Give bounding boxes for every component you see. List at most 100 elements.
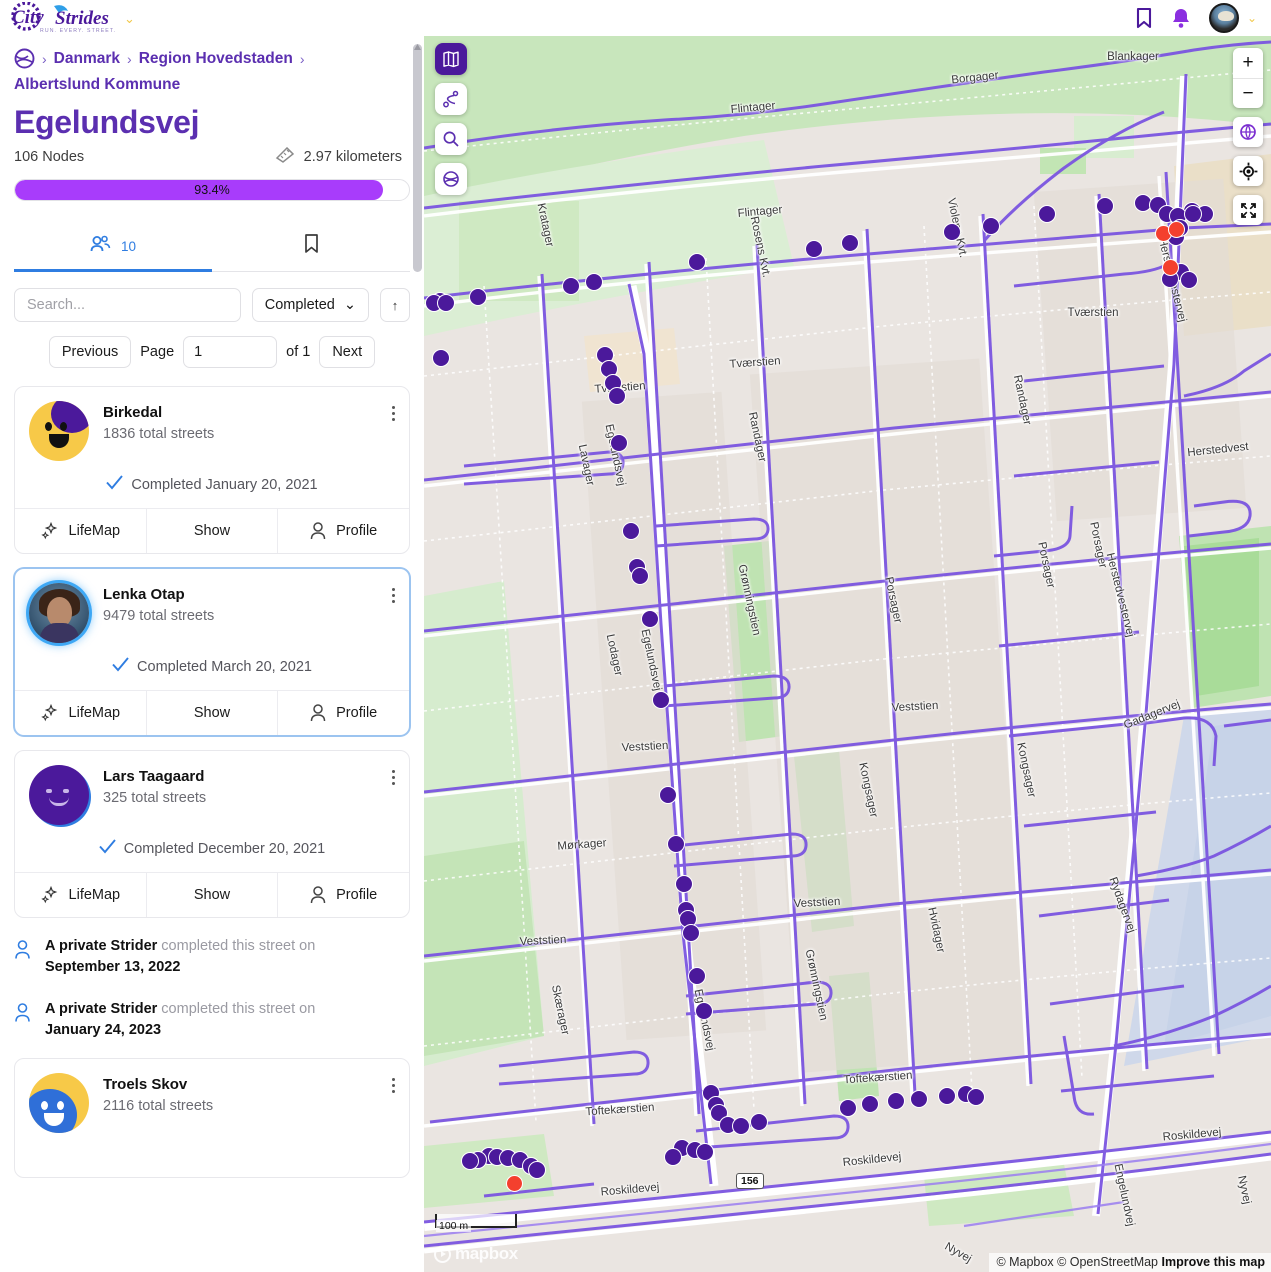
scrollbar[interactable] bbox=[413, 44, 422, 1234]
scrollbar-thumb[interactable] bbox=[413, 44, 422, 272]
bell-icon[interactable] bbox=[1171, 7, 1191, 29]
map-node-completed[interactable] bbox=[659, 786, 677, 804]
list-item[interactable]: Lars Taagaard 325 total streets Complete… bbox=[14, 750, 410, 918]
more-options-icon[interactable] bbox=[392, 585, 395, 606]
profile-button[interactable]: Profile bbox=[278, 873, 409, 917]
locate-icon[interactable] bbox=[1233, 156, 1263, 186]
map-node-completed[interactable] bbox=[585, 273, 603, 291]
page-number-input[interactable] bbox=[183, 336, 278, 368]
map-node-completed[interactable] bbox=[622, 522, 640, 540]
strider-name[interactable]: Lars Taagaard bbox=[103, 768, 205, 785]
avatar[interactable] bbox=[29, 765, 89, 825]
list-item[interactable]: Lenka Otap 9479 total streets Completed … bbox=[14, 568, 410, 736]
map-canvas[interactable]: Blankager Borgager Flintager Flintager Krata… bbox=[424, 36, 1271, 1272]
more-options-icon[interactable] bbox=[392, 767, 395, 788]
zoom-out-button[interactable]: − bbox=[1233, 78, 1263, 108]
chevron-down-icon[interactable]: ⌄ bbox=[124, 10, 135, 26]
improve-this-map-link[interactable]: Improve this map bbox=[1161, 1255, 1266, 1269]
map-node-completed[interactable] bbox=[982, 217, 1000, 235]
show-button[interactable]: Show bbox=[147, 509, 279, 553]
map-node-completed[interactable] bbox=[1180, 271, 1198, 289]
lifemap-button[interactable]: LifeMap bbox=[15, 873, 147, 917]
map-node-completed[interactable] bbox=[695, 1002, 713, 1020]
show-button[interactable]: Show bbox=[147, 873, 279, 917]
breadcrumb-item-region[interactable]: Region Hovedstaden bbox=[138, 49, 293, 67]
map-node-completed[interactable] bbox=[839, 1099, 857, 1117]
breadcrumb-item-danmark[interactable]: Danmark bbox=[53, 49, 121, 67]
zoom-in-button[interactable]: + bbox=[1242, 52, 1254, 73]
list-item[interactable]: Birkedal 1836 total streets Completed Ja… bbox=[14, 386, 410, 554]
avatar[interactable] bbox=[29, 401, 89, 461]
strider-name[interactable]: Lenka Otap bbox=[103, 586, 185, 603]
lifemap-button[interactable]: LifeMap bbox=[15, 509, 147, 553]
map-node-completed[interactable] bbox=[1038, 205, 1056, 223]
map-node-completed[interactable] bbox=[938, 1087, 956, 1105]
route-icon[interactable] bbox=[435, 83, 467, 115]
search-icon[interactable] bbox=[435, 123, 467, 155]
avatar[interactable] bbox=[1208, 3, 1239, 33]
map-node-completed[interactable] bbox=[682, 924, 700, 942]
globe-icon[interactable] bbox=[14, 48, 35, 69]
map-node-completed[interactable] bbox=[610, 434, 628, 452]
map-node-completed[interactable] bbox=[805, 240, 823, 258]
scroll-up-arrow[interactable] bbox=[413, 38, 422, 50]
bookmark-icon[interactable] bbox=[1135, 7, 1153, 29]
attribution-osm[interactable]: © OpenStreetMap bbox=[1057, 1255, 1159, 1269]
attribution-mapbox[interactable]: © Mapbox bbox=[996, 1255, 1054, 1269]
map-node-completed[interactable] bbox=[641, 610, 659, 628]
search-input[interactable] bbox=[14, 288, 241, 322]
more-options-icon[interactable] bbox=[392, 403, 395, 424]
map-node-completed[interactable] bbox=[688, 967, 706, 985]
map-node-completed[interactable] bbox=[967, 1088, 985, 1106]
map-node-completed[interactable] bbox=[750, 1113, 768, 1131]
map-node-incomplete[interactable] bbox=[1161, 258, 1179, 276]
map-node-completed[interactable] bbox=[861, 1095, 879, 1113]
map-node-incomplete[interactable] bbox=[505, 1174, 523, 1192]
map-node-completed[interactable] bbox=[437, 294, 455, 312]
map-node-completed[interactable] bbox=[1184, 205, 1202, 223]
fullscreen-icon[interactable] bbox=[1233, 195, 1263, 225]
avatar[interactable] bbox=[29, 1073, 89, 1134]
strider-name[interactable]: Troels Skov bbox=[103, 1076, 188, 1094]
list-item[interactable]: Troels Skov 2116 total streets bbox=[14, 1058, 410, 1179]
map-node-completed[interactable] bbox=[887, 1092, 905, 1110]
show-button[interactable]: Show bbox=[147, 691, 279, 735]
chevron-down-icon[interactable]: ⌄ bbox=[1246, 11, 1257, 25]
map-node-completed[interactable] bbox=[841, 234, 859, 252]
map-node-completed[interactable] bbox=[608, 387, 626, 405]
avatar[interactable] bbox=[29, 583, 89, 643]
map-node-completed[interactable] bbox=[667, 835, 685, 853]
sort-direction-button[interactable]: ↑ bbox=[380, 288, 410, 322]
globe-icon[interactable] bbox=[1233, 117, 1263, 147]
map-node-completed[interactable] bbox=[732, 1117, 750, 1135]
map-node-completed[interactable] bbox=[943, 223, 961, 241]
lifemap-button[interactable]: LifeMap bbox=[15, 691, 147, 735]
strider-name[interactable]: Birkedal bbox=[103, 404, 163, 421]
map-node-incomplete[interactable] bbox=[1167, 220, 1185, 238]
previous-page-button[interactable]: Previous bbox=[48, 336, 132, 368]
citystrides-logo[interactable]: City Strides RUN. EVERY. STREET. bbox=[6, 2, 118, 34]
globe-icon[interactable] bbox=[435, 163, 467, 195]
mapbox-logo[interactable]: mapbox bbox=[434, 1244, 518, 1264]
map-node-completed[interactable] bbox=[664, 1148, 682, 1166]
next-page-button[interactable]: Next bbox=[319, 336, 376, 368]
left-panel-scroll-area[interactable]: › Danmark › Region Hovedstaden › Alberts… bbox=[0, 36, 424, 1272]
filter-select-completed[interactable]: Completed ⌄ bbox=[251, 288, 369, 322]
map-node-completed[interactable] bbox=[1096, 197, 1114, 215]
map-node-completed[interactable] bbox=[469, 288, 487, 306]
tab-bookmarks[interactable] bbox=[212, 223, 410, 271]
map-node-completed[interactable] bbox=[652, 691, 670, 709]
map-node-completed[interactable] bbox=[696, 1143, 714, 1161]
map-node-completed[interactable] bbox=[631, 567, 649, 585]
tab-striders[interactable]: 10 bbox=[14, 223, 212, 272]
map-node-completed[interactable] bbox=[675, 875, 693, 893]
profile-button[interactable]: Profile bbox=[278, 691, 409, 735]
map-node-completed[interactable] bbox=[528, 1161, 546, 1179]
map-node-completed[interactable] bbox=[461, 1152, 479, 1170]
map-node-completed[interactable] bbox=[688, 253, 706, 271]
map-node-completed[interactable] bbox=[562, 277, 580, 295]
map-layers-icon[interactable] bbox=[435, 43, 467, 75]
map-node-completed[interactable] bbox=[432, 349, 450, 367]
profile-button[interactable]: Profile bbox=[278, 509, 409, 553]
more-options-icon[interactable] bbox=[392, 1075, 395, 1096]
